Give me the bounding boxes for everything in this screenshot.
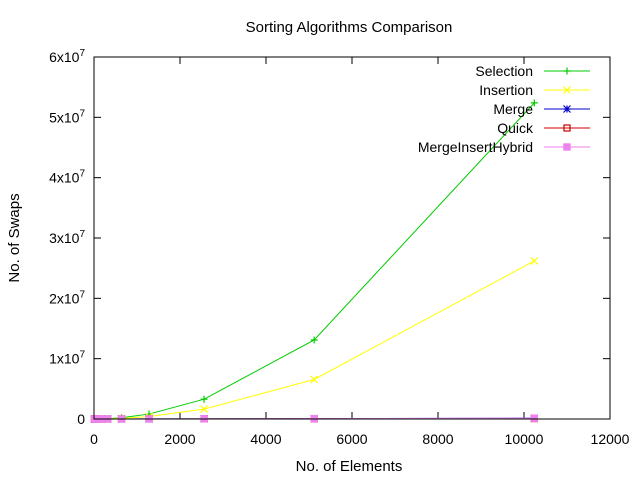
legend-marker-merge bbox=[563, 105, 571, 113]
y-tick-label: 5x107 bbox=[49, 108, 85, 125]
plot-area: 0 2000 4000 6000 8000 10000 12000 0 1x107 2x107 3x… bbox=[49, 48, 630, 447]
data-point-selection bbox=[530, 99, 538, 107]
data-point-insertion bbox=[200, 405, 209, 414]
y-tick-label: 3x107 bbox=[49, 229, 85, 246]
plot-frame bbox=[93, 56, 611, 420]
legend-marker-selection bbox=[563, 67, 571, 75]
legend-marker-mergeinserthybrid bbox=[563, 143, 571, 151]
data-point-selection bbox=[200, 395, 208, 403]
legend-label-insertion: Insertion bbox=[479, 82, 533, 98]
legend-marker-quick bbox=[563, 124, 571, 132]
legend-label-quick: Quick bbox=[497, 120, 534, 136]
y-tick-label: 0 bbox=[77, 411, 85, 427]
legend-label-selection: Selection bbox=[475, 63, 533, 79]
x-tick-label: 4000 bbox=[250, 431, 281, 447]
legend-label-mergeinserthybrid: MergeInsertHybrid bbox=[418, 139, 533, 155]
legend: Selection Insertion Merge Quick MergeInsertH… bbox=[418, 63, 590, 155]
x-tick-label: 12000 bbox=[591, 431, 630, 447]
x-tick-label: 2000 bbox=[164, 431, 195, 447]
y-tick-label: 2x107 bbox=[49, 289, 85, 306]
data-point-selection bbox=[310, 336, 318, 344]
data-point-mergeinserthybrid bbox=[530, 414, 539, 422]
data-point-insertion bbox=[530, 257, 539, 265]
x-tick-label: 0 bbox=[90, 431, 98, 447]
y-axis-label: No. of Swaps bbox=[6, 193, 23, 282]
x-tick-label: 6000 bbox=[336, 431, 367, 447]
x-tick-label: 10000 bbox=[505, 431, 544, 447]
x-tick-label: 8000 bbox=[422, 431, 453, 447]
y-tick-label: 4x107 bbox=[49, 169, 85, 186]
legend-label-merge: Merge bbox=[493, 101, 533, 117]
y-tick-label: 6x107 bbox=[49, 48, 85, 65]
x-axis-label: No. of Elements bbox=[296, 458, 403, 475]
data-point-insertion bbox=[310, 375, 319, 384]
chart-title: Sorting Algorithms Comparison bbox=[246, 19, 453, 36]
y-tick-label: 1x107 bbox=[49, 350, 85, 367]
legend-marker-insertion bbox=[563, 86, 571, 94]
